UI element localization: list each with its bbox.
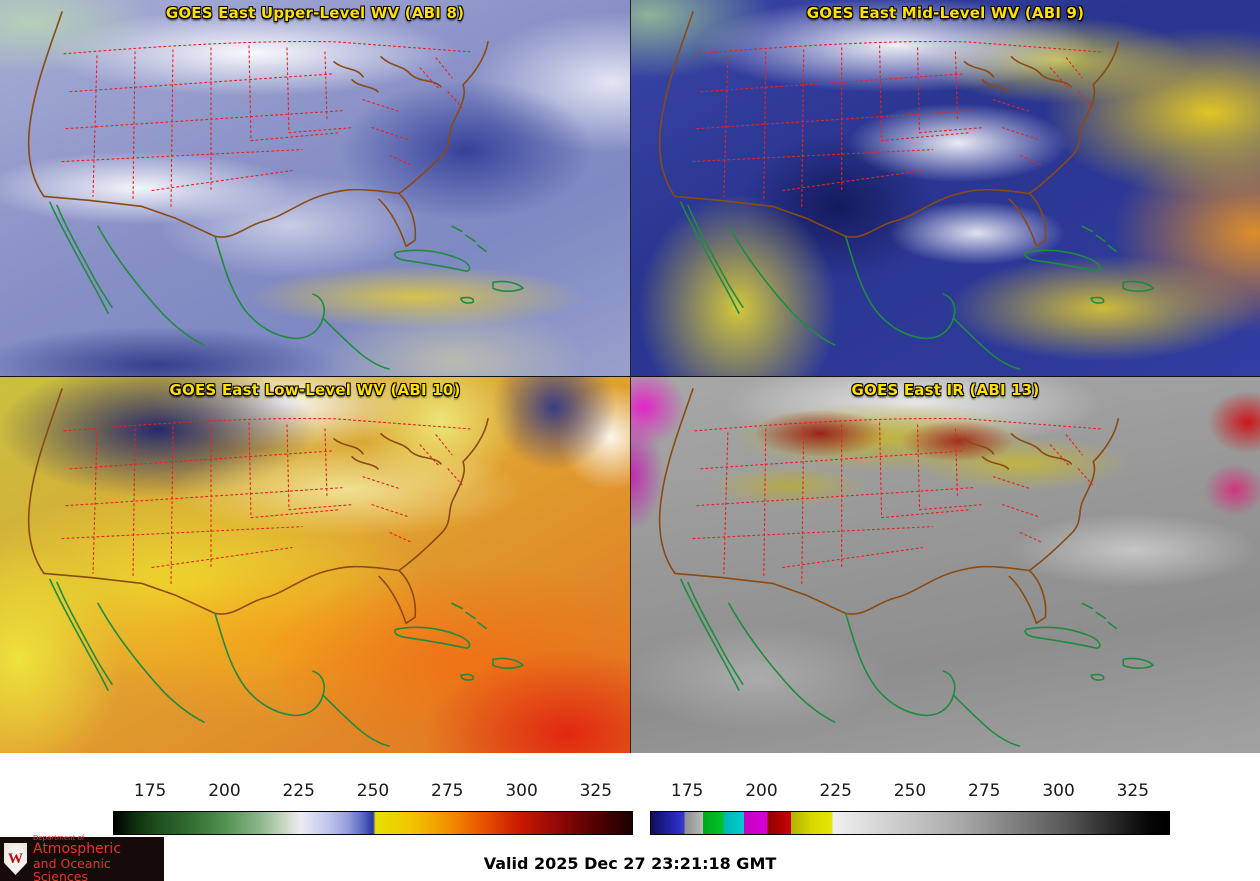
wv-colorbar-gradient xyxy=(113,811,633,835)
satellite-panel-grid: GOES East Upper-Level WV (ABI 8) GOES Ea… xyxy=(0,0,1260,753)
map-overlay xyxy=(27,11,524,370)
logo-line-2: and Oceanic Sciences xyxy=(32,855,111,881)
tick-label: 325 xyxy=(1116,781,1150,801)
tick-label: 250 xyxy=(893,781,927,801)
panel-mid-level-wv: GOES East Mid-Level WV (ABI 9) xyxy=(630,0,1260,376)
map-overlay xyxy=(27,388,524,747)
aos-department-logo: W Department of Atmospheric and Oceanic … xyxy=(0,833,164,881)
tick-label: 275 xyxy=(968,781,1001,801)
panel-title-abi8: GOES East Upper-Level WV (ABI 8) xyxy=(165,4,465,22)
panel-low-level-wv: GOES East Low-Level WV (ABI 10) xyxy=(0,376,630,753)
tick-label: 225 xyxy=(282,781,315,801)
ir-colorbar-ticks: 175 200 225 250 275 300 325 xyxy=(650,781,1170,807)
uw-crest-icon: W xyxy=(4,843,27,875)
wv-colorbar-ticks: 175 200 225 250 275 300 325 xyxy=(113,781,633,807)
tick-label: 300 xyxy=(1042,781,1075,801)
footer: 175 200 225 250 275 300 325 175 200 225 … xyxy=(0,753,1260,881)
panel-upper-level-wv: GOES East Upper-Level WV (ABI 8) xyxy=(0,0,630,376)
wv-colorbar: 175 200 225 250 275 300 325 xyxy=(113,753,633,835)
valid-time: Valid 2025 Dec 27 23:21:18 GMT xyxy=(483,854,777,873)
ir-colorbar-gradient xyxy=(650,811,1170,835)
panel-title-abi9: GOES East Mid-Level WV (ABI 9) xyxy=(806,4,1085,22)
map-overlay xyxy=(658,11,1154,370)
map-overlay xyxy=(658,388,1154,747)
logo-text: Department of Atmospheric and Oceanic Sc… xyxy=(32,833,164,881)
crest-letter: W xyxy=(7,850,23,867)
tick-label: 250 xyxy=(356,781,390,801)
tick-label: 200 xyxy=(745,781,778,801)
panel-title-abi10: GOES East Low-Level WV (ABI 10) xyxy=(169,381,461,399)
tick-label: 200 xyxy=(208,781,241,801)
tick-label: 300 xyxy=(505,781,538,801)
logo-line-1: Atmospheric xyxy=(32,841,122,858)
tick-label: 175 xyxy=(133,781,167,801)
ir-colorbar: 175 200 225 250 275 300 325 xyxy=(650,753,1170,835)
tick-label: 225 xyxy=(819,781,852,801)
tick-label: 325 xyxy=(579,781,613,801)
tick-label: 175 xyxy=(670,781,704,801)
tick-label: 275 xyxy=(431,781,464,801)
panel-ir: GOES East IR (ABI 13) xyxy=(630,376,1260,753)
logo-dept-line: Department of xyxy=(32,833,85,842)
panel-title-abi13: GOES East IR (ABI 13) xyxy=(851,381,1040,399)
